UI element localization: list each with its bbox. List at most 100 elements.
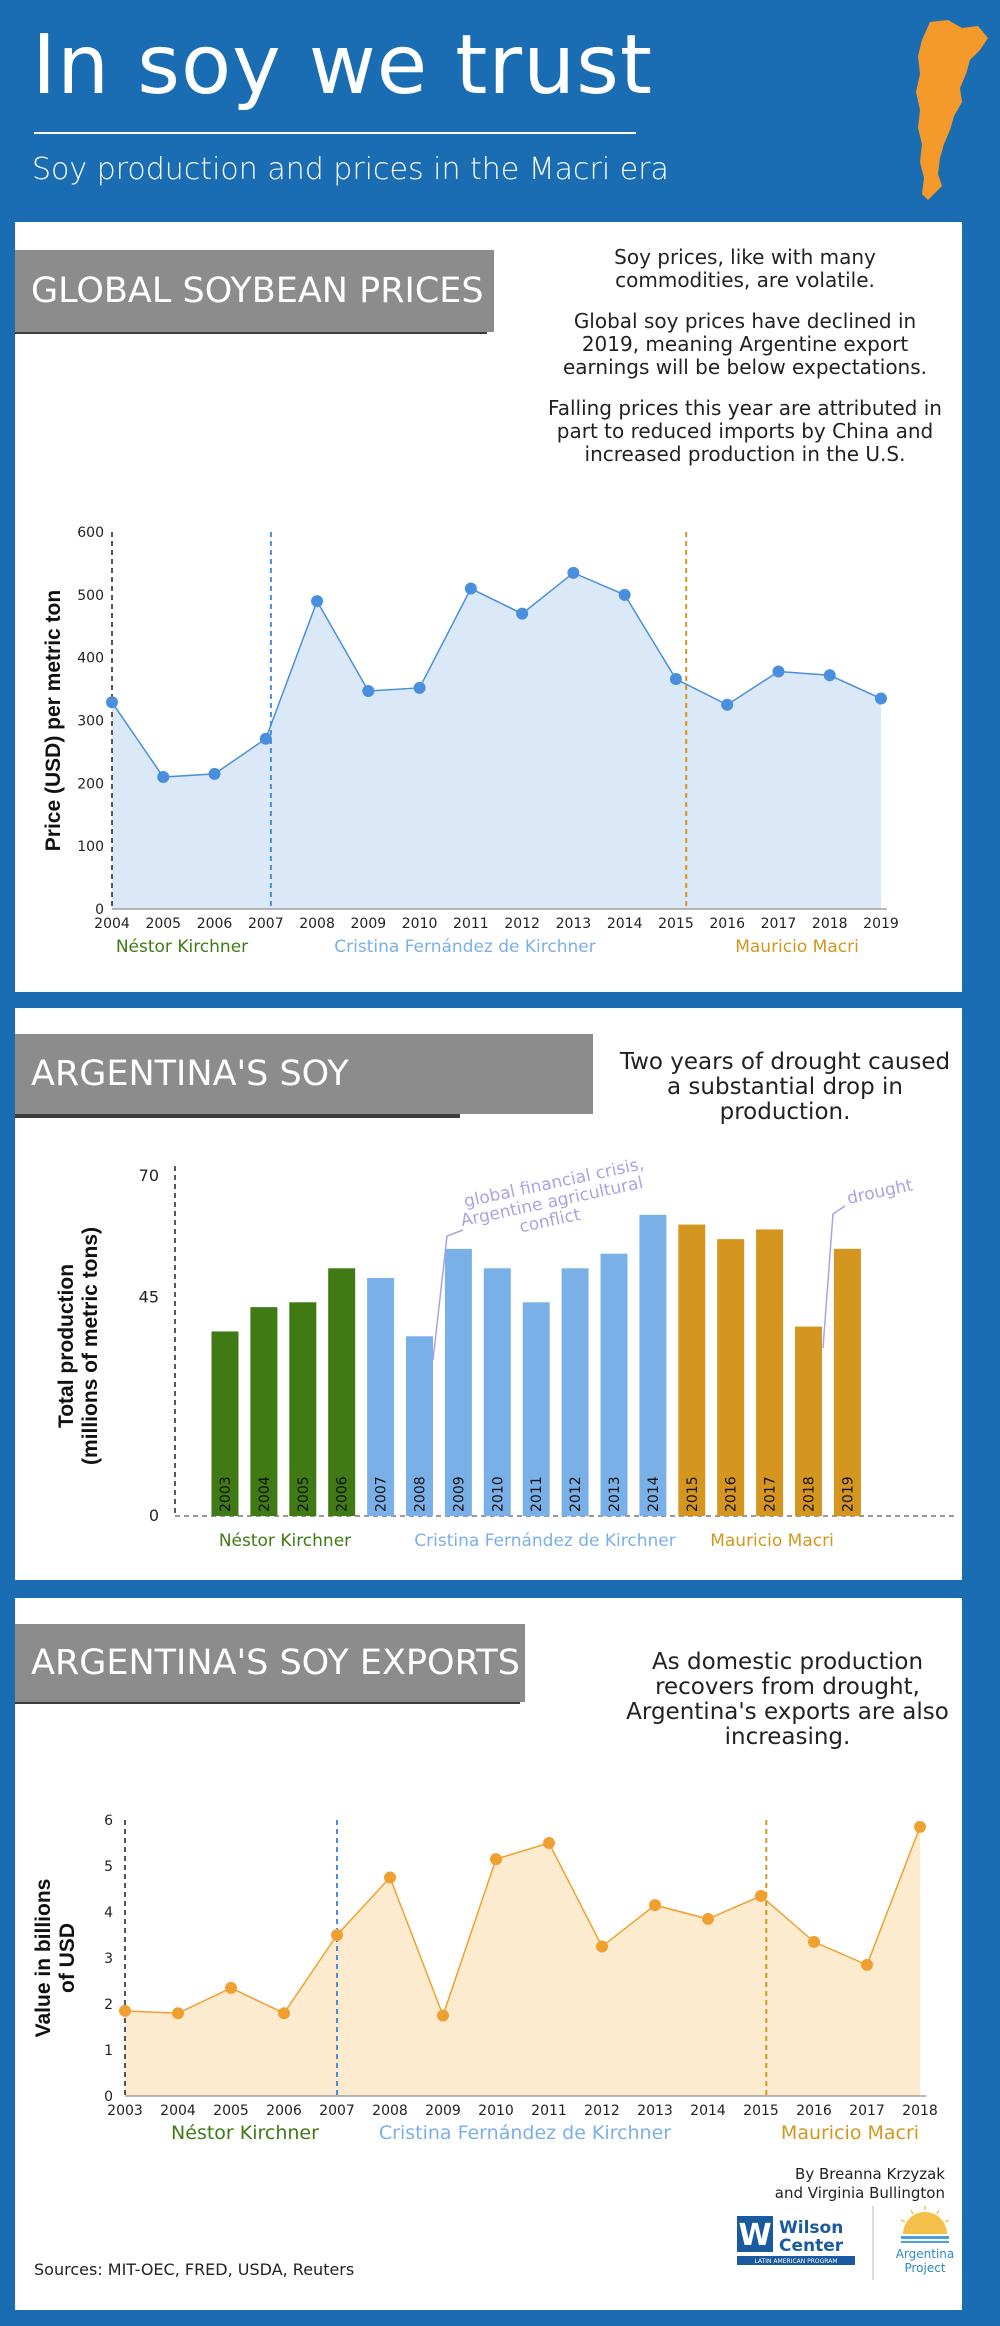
production-bar (406, 1336, 433, 1516)
x-tick-label: 2008 (372, 2103, 408, 2119)
x-tick-label: 2012 (584, 2103, 620, 2119)
x-tick-label: 2007 (248, 916, 284, 932)
y-tick-label: 0 (149, 1506, 159, 1525)
argentina-logo-line-1: Argentina (896, 2247, 955, 2261)
price-chart: 0 100 200 300 400 500 600 2004 2005 2006 2007 2008 2… (42, 525, 899, 957)
argentina-project-logo: Argentina Project (896, 2206, 955, 2275)
export-point (278, 2007, 290, 2020)
price-point (362, 684, 375, 697)
y-axis-label-2: of USD (56, 1923, 79, 1993)
bar-year-label: 2007 (374, 1476, 390, 1512)
price-point (208, 767, 221, 780)
production-bar (833, 1248, 861, 1516)
section-banner-exports: ARGENTINA'S SOY EXPORTS (15, 1624, 525, 1702)
bar-year-label: 2013 (607, 1476, 623, 1512)
price-point (669, 673, 682, 686)
annotation-drought: drought (845, 1175, 915, 1209)
svg-text:W: W (738, 2218, 771, 2253)
argentina-map-icon (916, 20, 988, 200)
x-tick-label: 2009 (425, 2103, 461, 2119)
era-label-nestor: Néstor Kirchner (171, 2122, 319, 2144)
x-tick-label: 2011 (531, 2103, 567, 2119)
y-tick-label: 2 (104, 1997, 113, 2013)
title-divider (34, 132, 636, 134)
export-point (914, 1820, 926, 1833)
y-tick-label: 300 (77, 714, 104, 730)
production-bar (211, 1331, 239, 1516)
y-tick-label: 6 (104, 1813, 113, 1829)
price-point (106, 696, 118, 709)
export-point (861, 1958, 873, 1971)
price-point (772, 665, 785, 678)
exports-description: As domestic production recovers from dro… (626, 1649, 949, 1750)
bar-year-label: 2010 (490, 1476, 506, 1512)
y-axis-label-2: (millions of metric tons) (79, 1227, 102, 1465)
y-tick-label: 500 (77, 588, 104, 604)
export-point (702, 1912, 714, 1925)
x-tick-label: 2011 (453, 916, 489, 932)
y-axis-label-1: Total production (55, 1264, 78, 1428)
export-point (384, 1871, 396, 1884)
production-chart: 0 45 70 2003 2004 2005 2006 2007 2008 2009 2010 201… (55, 1154, 955, 1551)
export-point (331, 1929, 343, 1941)
sponsor-logos: W Wilson Center LATIN AMERICAN PROGRAM A… (737, 2206, 955, 2280)
era-label-cristina: Cristina Fernández de Kirchner (334, 937, 595, 957)
y-tick-label: 0 (104, 2089, 113, 2105)
credits: By Breanna Krzyzak and Virginia Bullingt… (735, 2165, 945, 2203)
prices-desc-1: Soy prices, like with many commodities, … (614, 245, 876, 292)
era-label-nestor: Néstor Kirchner (219, 1531, 351, 1551)
x-tick-label: 2014 (607, 916, 643, 932)
x-tick-label: 2008 (299, 916, 335, 932)
export-point (490, 1853, 502, 1866)
x-tick-label: 2004 (160, 2103, 196, 2119)
x-tick-label: 2017 (849, 2103, 885, 2119)
wilson-logo-line-2: Center (779, 2236, 844, 2256)
exports-chart: 0 1 2 3 4 5 6 2003 2004 2005 2006 2007 2008 2009 2010 2… (32, 1813, 938, 2144)
prices-desc-2: Global soy prices have declined in 2019,… (562, 309, 928, 379)
export-point (649, 1899, 661, 1912)
export-point (225, 1981, 237, 1994)
export-point (437, 2009, 449, 2022)
production-panel: ARGENTINA'S SOY PRODUCTION Two years of … (15, 1008, 962, 1580)
y-axis-label: Price (USD) per metric ton (42, 590, 65, 851)
y-tick-label: 400 (77, 651, 104, 667)
price-point (823, 669, 836, 682)
production-bar (639, 1214, 667, 1516)
production-bar (289, 1302, 317, 1516)
prices-panel: GLOBAL SOYBEAN PRICES Soy prices, like w… (15, 222, 962, 992)
y-tick-label: 1 (104, 2043, 113, 2059)
annotation-drought-leader (822, 1205, 846, 1349)
era-label-cristina: Cristina Fernández de Kirchner (414, 1531, 675, 1551)
price-point (311, 595, 324, 608)
y-axis-label-1: Value in billions (32, 1879, 55, 2038)
prices-description: Soy prices, like with many commodities, … (545, 246, 945, 484)
production-bar (483, 1268, 511, 1516)
price-point (567, 566, 580, 579)
price-point (618, 588, 631, 601)
bar-year-label: 2011 (529, 1476, 545, 1512)
page-subtitle: Soy production and prices in the Macri e… (32, 152, 669, 187)
production-bar (717, 1239, 745, 1516)
era-label-macri: Mauricio Macri (781, 2122, 919, 2144)
price-area (112, 572, 881, 909)
x-tick-label: 2019 (863, 916, 899, 932)
page-title: In soy we trust (32, 18, 653, 113)
bar-year-label: 2017 (763, 1476, 779, 1512)
era-label-cristina: Cristina Fernández de Kirchner (379, 2122, 671, 2144)
y-tick-label: 70 (139, 1166, 159, 1185)
bar-year-label: 2015 (685, 1476, 701, 1512)
argentina-logo-line-2: Project (904, 2261, 945, 2275)
annotation-crisis-leader (432, 1229, 464, 1361)
bar-year-label: 2019 (840, 1476, 856, 1512)
production-bar (522, 1302, 550, 1516)
bar-year-label: 2014 (646, 1476, 662, 1512)
bar-year-label: 2005 (296, 1476, 312, 1512)
production-bar (795, 1326, 822, 1516)
y-tick-label: 200 (77, 776, 104, 792)
price-point (413, 681, 426, 694)
export-point (808, 1935, 820, 1948)
x-tick-label: 2014 (690, 2103, 726, 2119)
production-bar (756, 1229, 784, 1516)
x-tick-label: 2007 (319, 2103, 355, 2119)
section-banner-production: ARGENTINA'S SOY PRODUCTION (15, 1034, 593, 1174)
